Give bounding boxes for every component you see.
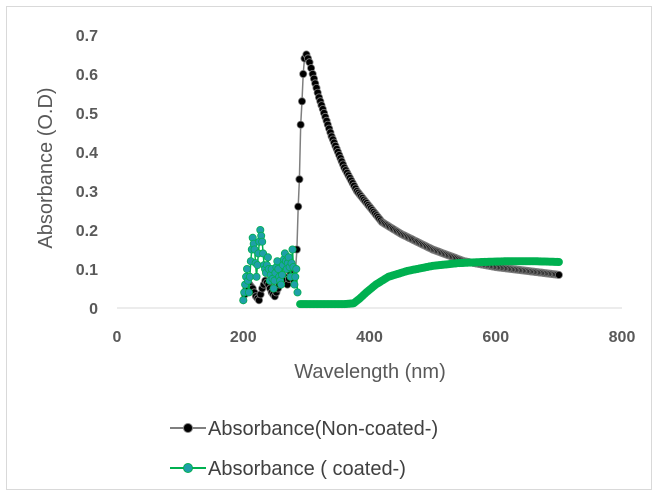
y-tick-label: 0 — [89, 301, 98, 318]
data-point — [299, 70, 308, 79]
data-point — [294, 202, 303, 211]
data-point — [288, 245, 297, 254]
data-point — [554, 270, 563, 279]
data-point — [245, 272, 254, 281]
data-point — [278, 270, 287, 279]
y-tick-label: 0.1 — [76, 262, 98, 279]
data-point — [277, 280, 286, 289]
data-point — [296, 120, 305, 129]
data-point — [554, 257, 563, 266]
legend-marker-coated — [183, 463, 193, 473]
y-tick-label: 0.2 — [76, 223, 98, 240]
data-point — [292, 264, 301, 273]
y-tick-label: 0.7 — [76, 28, 98, 45]
data-point — [252, 272, 261, 281]
series-layer — [239, 50, 563, 309]
legend-item-coated: Absorbance ( coated-) — [170, 458, 406, 480]
y-tick-label: 0.4 — [76, 145, 98, 162]
y-tick-label: 0.5 — [76, 106, 98, 123]
data-point — [295, 175, 304, 184]
x-axis-tick-labels: 0 200 400 600 800 — [113, 329, 636, 346]
data-point — [290, 280, 299, 289]
legend-item-non-coated: Absorbance(Non-coated-) — [170, 418, 438, 440]
data-point — [239, 296, 248, 305]
data-point — [291, 272, 300, 281]
y-axis-tick-labels: 0 0.1 0.2 0.3 0.4 0.5 0.6 0.7 — [76, 28, 98, 318]
legend: Absorbance(Non-coated-) Absorbance ( coa… — [170, 418, 438, 480]
data-point — [297, 97, 306, 106]
y-tick-label: 0.3 — [76, 184, 98, 201]
data-point — [242, 264, 251, 273]
legend-label-non-coated: Absorbance(Non-coated-) — [208, 418, 438, 440]
data-point — [293, 288, 302, 297]
x-tick-label: 600 — [482, 329, 509, 346]
data-point — [263, 253, 272, 262]
legend-label-coated: Absorbance ( coated-) — [208, 458, 406, 480]
series-1 — [239, 225, 302, 305]
x-tick-label: 200 — [230, 329, 257, 346]
x-axis-title: Wavelength (nm) — [294, 361, 446, 383]
x-tick-label: 0 — [113, 329, 122, 346]
series-2 — [296, 257, 563, 309]
x-tick-label: 800 — [609, 329, 636, 346]
data-point — [244, 288, 253, 297]
data-point — [258, 237, 267, 246]
data-point — [253, 261, 262, 270]
legend-marker-non-coated — [183, 423, 193, 433]
y-tick-label: 0.6 — [76, 67, 98, 84]
data-point — [269, 284, 278, 293]
y-axis-title: Absorbance (O.D) — [35, 87, 57, 248]
chart-frame — [6, 6, 652, 490]
x-tick-label: 400 — [356, 329, 383, 346]
